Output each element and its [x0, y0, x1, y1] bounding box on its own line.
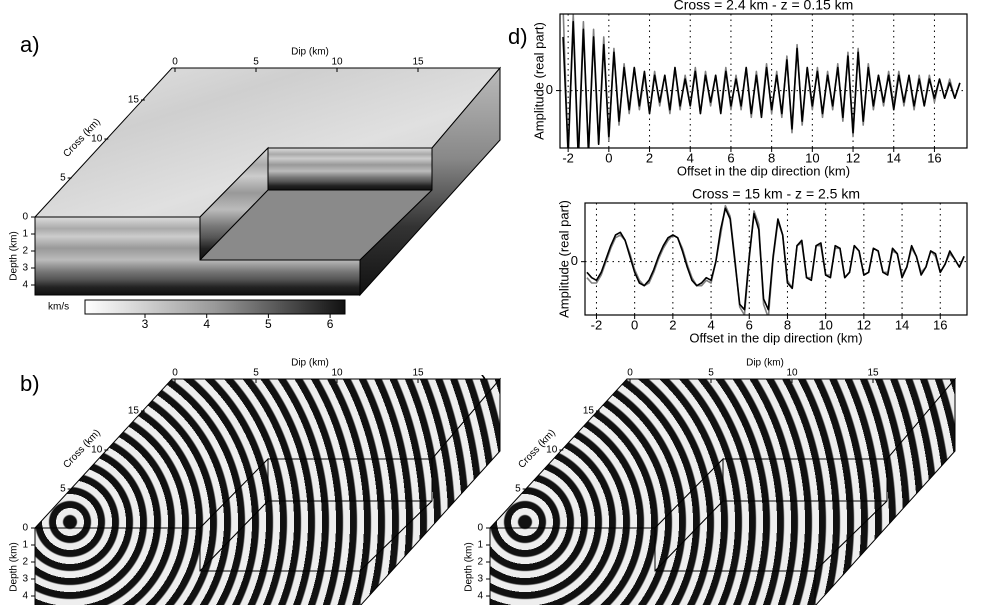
tick-label: 6 [327, 317, 334, 331]
tick-label: 15 [867, 368, 879, 379]
x-tick-label: 4 [687, 150, 694, 165]
x-tick-label: 0 [631, 317, 638, 332]
tick-label: 5 [60, 484, 66, 495]
tick-label: 15 [128, 95, 140, 106]
cube-right [814, 377, 956, 605]
tick-label: 4 [203, 317, 210, 331]
tick-label: 4 [477, 591, 483, 602]
chart-title: Cross = 2.4 km - z = 0.15 km [674, 0, 854, 13]
tick-label: 4 [22, 591, 28, 602]
plot-frame [584, 202, 968, 316]
tick-label: 4 [22, 280, 28, 291]
x-tick-label: 2 [646, 150, 653, 165]
axis-title: Depth (km) [9, 542, 20, 591]
tick-label: 15 [583, 406, 595, 417]
axis-title: Dip (km) [746, 358, 784, 369]
tick-label: 2 [22, 246, 28, 257]
y-tick-label: 0 [571, 253, 578, 268]
tick-label: 5 [265, 317, 272, 331]
tick-label: 0 [172, 57, 178, 68]
tick-label: 1 [22, 540, 28, 551]
x-tick-label: 12 [846, 150, 860, 165]
tick-label: 0 [627, 368, 633, 379]
tick-label: 3 [477, 574, 483, 585]
plot-area [586, 204, 965, 315]
panel-label: d) [508, 24, 528, 49]
x-tick-label: 10 [805, 150, 819, 165]
tick-label: 10 [546, 445, 558, 456]
x-axis-label: Offset in the dip direction (km) [677, 163, 850, 178]
cube-right [359, 66, 501, 297]
plot-frame [559, 13, 968, 149]
x-tick-label: 14 [895, 317, 909, 332]
tick-label: 2 [477, 557, 483, 568]
tick-label: 0 [22, 212, 28, 223]
x-tick-label: 8 [768, 150, 775, 165]
x-tick-label: 12 [857, 317, 871, 332]
tick-label: 5 [253, 368, 259, 379]
tick-label: 5 [60, 173, 66, 184]
panel-label: b) [20, 371, 40, 396]
cube-cut-back [267, 458, 433, 502]
y-axis-label: Amplitude (real part) [531, 22, 546, 140]
x-tick-label: 10 [818, 317, 832, 332]
y-tick-label: 0 [546, 82, 553, 97]
x-tick-label: 6 [727, 150, 734, 165]
x-tick-label: 4 [707, 317, 714, 332]
tick-label: 10 [91, 134, 103, 145]
x-tick-label: 16 [927, 150, 941, 165]
tick-label: 15 [412, 57, 424, 68]
tick-label: 1 [22, 229, 28, 240]
axis-title: Depth (km) [9, 231, 20, 280]
x-tick-label: -2 [591, 317, 603, 332]
plot-area [562, 14, 961, 148]
x-axis-label: Offset in the dip direction (km) [689, 330, 862, 345]
tick-label: 10 [91, 445, 103, 456]
x-tick-label: 16 [933, 317, 947, 332]
cube-cut-back [722, 458, 888, 502]
data-line [562, 20, 961, 148]
x-tick-label: 14 [887, 150, 901, 165]
colorbar [84, 299, 346, 315]
chart-title: Cross = 15 km - z = 2.5 km [692, 186, 860, 202]
tick-label: 5 [253, 57, 259, 68]
tick-label: 1 [477, 540, 483, 551]
tick-label: 15 [128, 406, 140, 417]
tick-label: 3 [22, 263, 28, 274]
x-tick-label: 6 [746, 317, 753, 332]
tick-label: 3 [22, 574, 28, 585]
x-tick-label: 8 [784, 317, 791, 332]
tick-label: 0 [22, 523, 28, 534]
x-tick-label: 0 [605, 150, 612, 165]
tick-label: 5 [708, 368, 714, 379]
x-tick-label: -2 [562, 150, 574, 165]
axis-title: Dip (km) [291, 47, 329, 58]
tick-label: 2 [22, 557, 28, 568]
tick-label: 15 [412, 368, 424, 379]
x-tick-label: 2 [669, 317, 676, 332]
cube-right [359, 377, 501, 605]
tick-label: 3 [142, 317, 149, 331]
tick-label: 10 [786, 368, 798, 379]
panel-label: a) [20, 32, 40, 57]
tick-label: 5 [515, 484, 521, 495]
axis-title: Depth (km) [464, 542, 475, 591]
cube-cut-back [267, 147, 433, 191]
data-line [586, 207, 965, 311]
tick-label: 10 [331, 368, 343, 379]
tick-label: 0 [477, 523, 483, 534]
tick-label: 10 [331, 57, 343, 68]
tick-label: 0 [172, 368, 178, 379]
y-axis-label: Amplitude (real part) [556, 200, 571, 318]
colorbar-title: km/s [48, 302, 69, 313]
axis-title: Dip (km) [291, 358, 329, 369]
